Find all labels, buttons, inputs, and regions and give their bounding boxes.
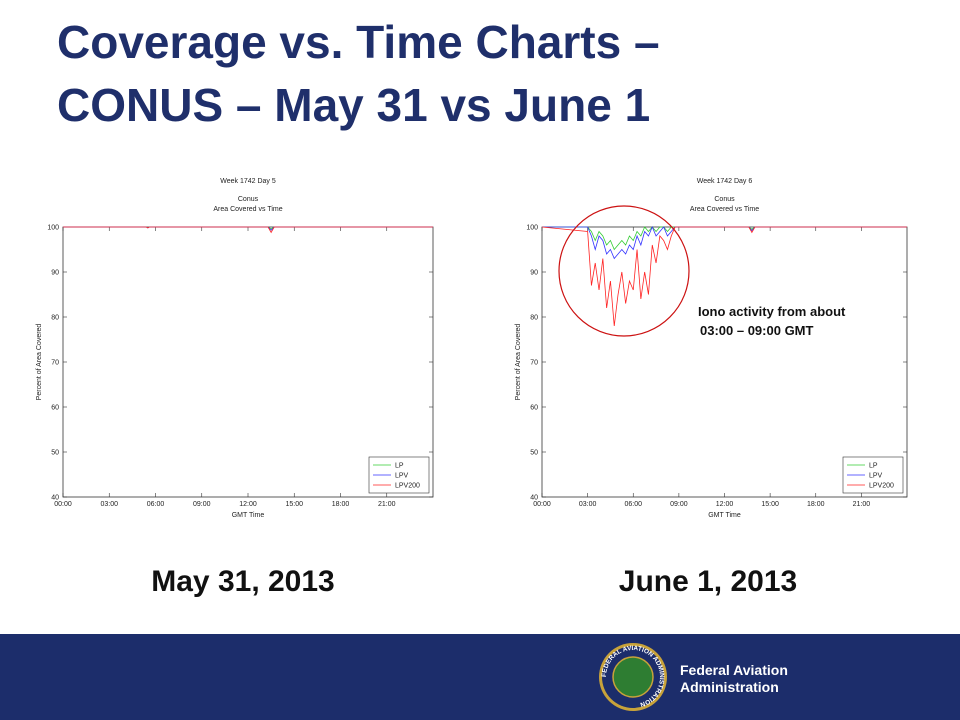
y-tick-label: 80 [51, 315, 59, 322]
x-tick-label: 15:00 [285, 501, 303, 508]
legend-label: LP [395, 463, 404, 470]
slide-title: CONUS – May 31 vs June 1 [57, 79, 650, 131]
chart-subtitle: Conus [714, 196, 735, 203]
y-tick-label: 50 [51, 450, 59, 457]
y-tick-label: 50 [530, 450, 538, 457]
legend-label: LPV200 [395, 483, 420, 490]
x-tick-label: 00:00 [533, 501, 551, 508]
y-tick-label: 80 [530, 315, 538, 322]
x-axis-label: GMT Time [708, 512, 741, 519]
annotation: Iono activity from about [698, 304, 846, 319]
x-tick-label: 12:00 [716, 501, 734, 508]
y-tick-label: 100 [526, 225, 538, 232]
y-tick-label: 90 [51, 270, 59, 277]
series-line [541, 226, 907, 327]
legend-label: LP [869, 463, 878, 470]
chart-title: Week 1742 Day 5 [220, 178, 276, 185]
x-tick-label: 00:00 [54, 501, 72, 508]
x-tick-label: 21:00 [378, 501, 396, 508]
x-tick-label: 03:00 [100, 501, 118, 508]
y-tick-label: 60 [51, 405, 59, 412]
slide-title: Coverage vs. Time Charts – [57, 16, 660, 68]
caption: June 1, 2013 [619, 565, 797, 598]
y-axis-label: Percent of Area Covered [36, 324, 43, 401]
series-line [542, 225, 907, 260]
x-tick-label: 21:00 [853, 501, 871, 508]
x-tick-label: 09:00 [670, 501, 688, 508]
x-tick-label: 09:00 [193, 501, 211, 508]
footer-text: Administration [680, 679, 779, 695]
x-tick-label: 06:00 [624, 501, 642, 508]
footer-band [0, 634, 960, 720]
y-tick-label: 60 [530, 405, 538, 412]
legend-label: LPV [395, 473, 409, 480]
y-axis-label: Percent of Area Covered [515, 324, 522, 401]
x-tick-label: 15:00 [761, 501, 779, 508]
y-tick-label: 40 [530, 495, 538, 502]
x-tick-label: 06:00 [147, 501, 165, 508]
annotation: 03:00 – 09:00 GMT [700, 323, 814, 338]
seal-globe [612, 656, 654, 698]
chart-subtitle: Area Covered vs Time [690, 206, 759, 213]
chart-subtitle: Area Covered vs Time [213, 206, 282, 213]
x-tick-label: 18:00 [807, 501, 825, 508]
x-axis-label: GMT Time [232, 512, 265, 519]
plot-frame [541, 226, 908, 498]
chart-subtitle: Conus [238, 196, 259, 203]
highlight-circle [558, 205, 690, 337]
y-tick-label: 70 [51, 360, 59, 367]
plot-frame [62, 226, 434, 498]
series-line [63, 226, 433, 234]
y-tick-label: 40 [51, 495, 59, 502]
footer-text: Federal Aviation [680, 662, 788, 678]
legend-label: LPV200 [869, 483, 894, 490]
y-tick-label: 100 [47, 225, 59, 232]
x-tick-label: 12:00 [239, 501, 257, 508]
x-tick-label: 03:00 [579, 501, 597, 508]
x-tick-label: 18:00 [332, 501, 350, 508]
legend-label: LPV [869, 473, 883, 480]
y-tick-label: 90 [530, 270, 538, 277]
y-tick-label: 70 [530, 360, 538, 367]
caption: May 31, 2013 [151, 565, 334, 598]
chart-title: Week 1742 Day 6 [697, 178, 753, 185]
